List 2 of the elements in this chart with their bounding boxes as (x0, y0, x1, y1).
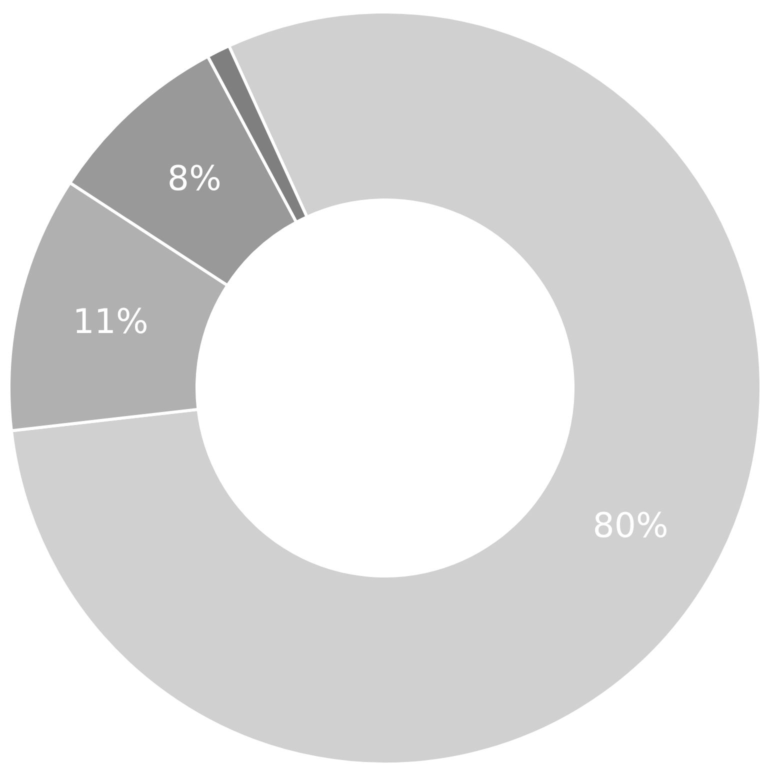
data-label: 8% (167, 159, 222, 200)
data-label: 11% (72, 302, 148, 342)
